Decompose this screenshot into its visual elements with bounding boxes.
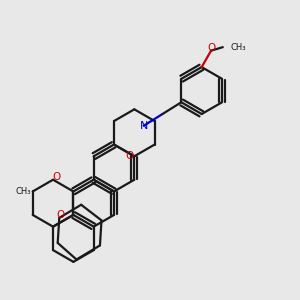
- Text: O: O: [207, 43, 215, 52]
- Text: N: N: [140, 121, 148, 131]
- Text: CH₃: CH₃: [231, 43, 246, 52]
- Text: CH₃: CH₃: [16, 187, 31, 196]
- Text: O: O: [52, 172, 60, 182]
- Text: O: O: [125, 151, 134, 161]
- Text: O: O: [57, 210, 65, 220]
